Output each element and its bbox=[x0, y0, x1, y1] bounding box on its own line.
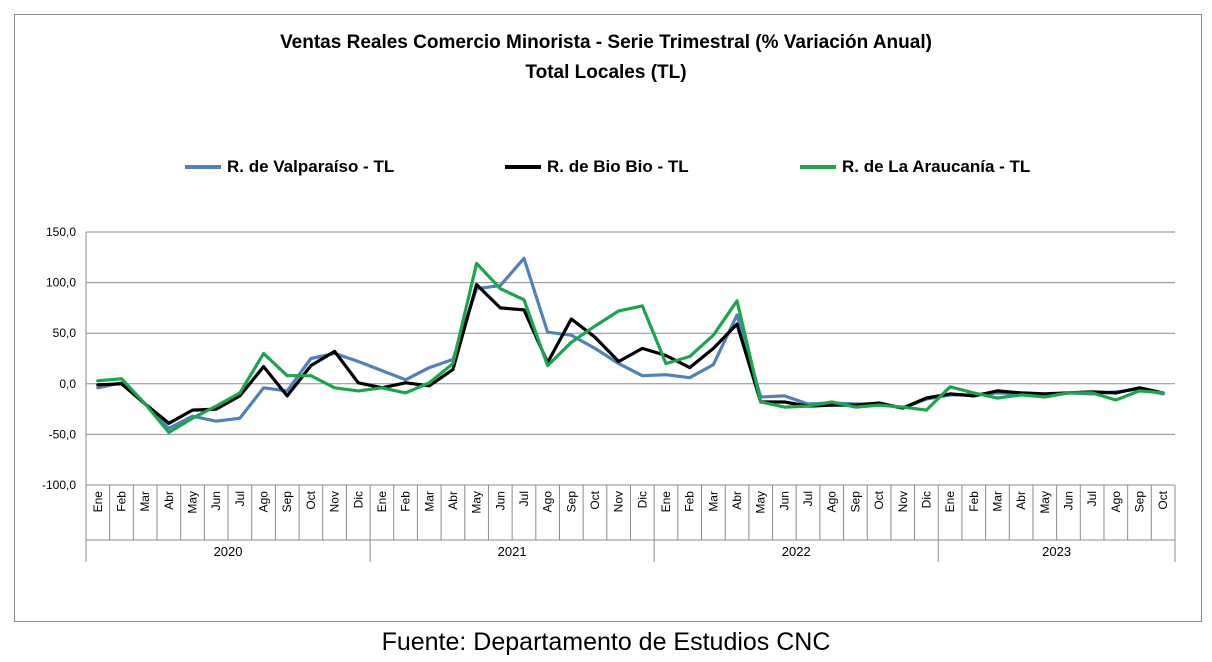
series-line-2 bbox=[96, 261, 1165, 434]
x-tick-label: Abr bbox=[162, 491, 176, 510]
x-tick-label: Jul bbox=[1085, 491, 1099, 506]
legend-label-araucania: R. de La Araucanía - TL bbox=[842, 157, 1031, 176]
x-tick-label: Abr bbox=[446, 491, 460, 510]
year-label: 2020 bbox=[214, 544, 243, 559]
x-tick-label: Oct bbox=[588, 490, 602, 509]
x-tick-label: Jul bbox=[801, 491, 815, 506]
x-tick-label: Jun bbox=[777, 491, 791, 510]
chart-subtitle: Total Locales (TL) bbox=[525, 62, 687, 83]
y-tick-label: 50,0 bbox=[53, 326, 77, 340]
x-tick-label: Jun bbox=[209, 491, 223, 510]
x-tick-label: Dic bbox=[919, 491, 933, 508]
x-tick-label: Sep bbox=[564, 491, 578, 513]
x-tick-label: Ago bbox=[257, 491, 271, 513]
x-tick-label: Mar bbox=[422, 491, 436, 512]
legend-swatch-araucania bbox=[800, 165, 836, 169]
series-line-0 bbox=[96, 256, 1165, 430]
x-tick-label: May bbox=[186, 491, 200, 514]
x-tick-label: Ago bbox=[1109, 491, 1123, 513]
legend-item-valparaiso: R. de Valparaíso - TL bbox=[185, 156, 394, 178]
year-label: 2021 bbox=[498, 544, 527, 559]
x-tick-label: Jun bbox=[493, 491, 507, 510]
x-tick-label: Mar bbox=[706, 491, 720, 512]
x-tick-label: Ene bbox=[91, 491, 105, 513]
x-tick-label: May bbox=[754, 491, 768, 514]
x-tick-label: Feb bbox=[967, 491, 981, 512]
x-tick-label: Sep bbox=[280, 491, 294, 513]
x-tick-label: Ago bbox=[825, 491, 839, 513]
x-tick-label: Nov bbox=[328, 491, 342, 512]
series-line-1 bbox=[96, 283, 1165, 425]
legend-label-valparaiso: R. de Valparaíso - TL bbox=[227, 157, 395, 176]
x-tick-label: Feb bbox=[115, 491, 129, 512]
y-tick-label: -50,0 bbox=[49, 427, 77, 441]
year-label: 2023 bbox=[1042, 544, 1071, 559]
x-tick-label: Ene bbox=[375, 491, 389, 513]
x-tick-label: Sep bbox=[848, 491, 862, 513]
x-tick-label: May bbox=[1038, 491, 1052, 514]
x-tick-label: Ago bbox=[541, 491, 555, 513]
x-tick-label: Sep bbox=[1132, 491, 1146, 513]
x-tick-label: Abr bbox=[1014, 491, 1028, 510]
y-tick-label: 0,0 bbox=[59, 377, 76, 391]
x-tick-label: May bbox=[470, 491, 484, 514]
legend-swatch-biobio bbox=[505, 165, 541, 169]
legend: R. de Valparaíso - TL R. de Bio Bio - TL… bbox=[0, 156, 1212, 180]
year-label: 2022 bbox=[782, 544, 811, 559]
x-tick-label: Dic bbox=[351, 491, 365, 508]
x-tick-label: Feb bbox=[683, 491, 697, 512]
x-tick-label: Mar bbox=[990, 491, 1004, 512]
x-tick-label: Feb bbox=[399, 491, 413, 512]
x-tick-label: Mar bbox=[138, 491, 152, 512]
y-tick-label: 100,0 bbox=[46, 276, 76, 290]
source-note: Fuente: Departamento de Estudios CNC bbox=[381, 628, 831, 656]
x-tick-label: Ene bbox=[943, 491, 957, 513]
x-tick-label: Jul bbox=[233, 491, 247, 506]
legend-swatch-valparaiso bbox=[185, 165, 221, 169]
x-tick-label: Nov bbox=[896, 491, 910, 512]
legend-label-biobio: R. de Bio Bio - TL bbox=[547, 157, 689, 176]
y-tick-label: 150,0 bbox=[46, 225, 76, 239]
x-tick-label: Oct bbox=[304, 490, 318, 509]
x-tick-label: Jul bbox=[517, 491, 531, 506]
x-tick-label: Jun bbox=[1061, 491, 1075, 510]
y-tick-label: -100,0 bbox=[42, 478, 76, 492]
x-tick-label: Oct bbox=[872, 490, 886, 509]
x-tick-label: Ene bbox=[659, 491, 673, 513]
legend-item-araucania: R. de La Araucanía - TL bbox=[800, 156, 1030, 178]
x-tick-label: Nov bbox=[612, 491, 626, 512]
x-tick-label: Oct bbox=[1156, 490, 1170, 509]
x-tick-label: Dic bbox=[635, 491, 649, 508]
chart-title: Ventas Reales Comercio Minorista - Serie… bbox=[280, 32, 932, 53]
legend-item-biobio: R. de Bio Bio - TL bbox=[505, 156, 689, 178]
x-tick-label: Abr bbox=[730, 491, 744, 510]
